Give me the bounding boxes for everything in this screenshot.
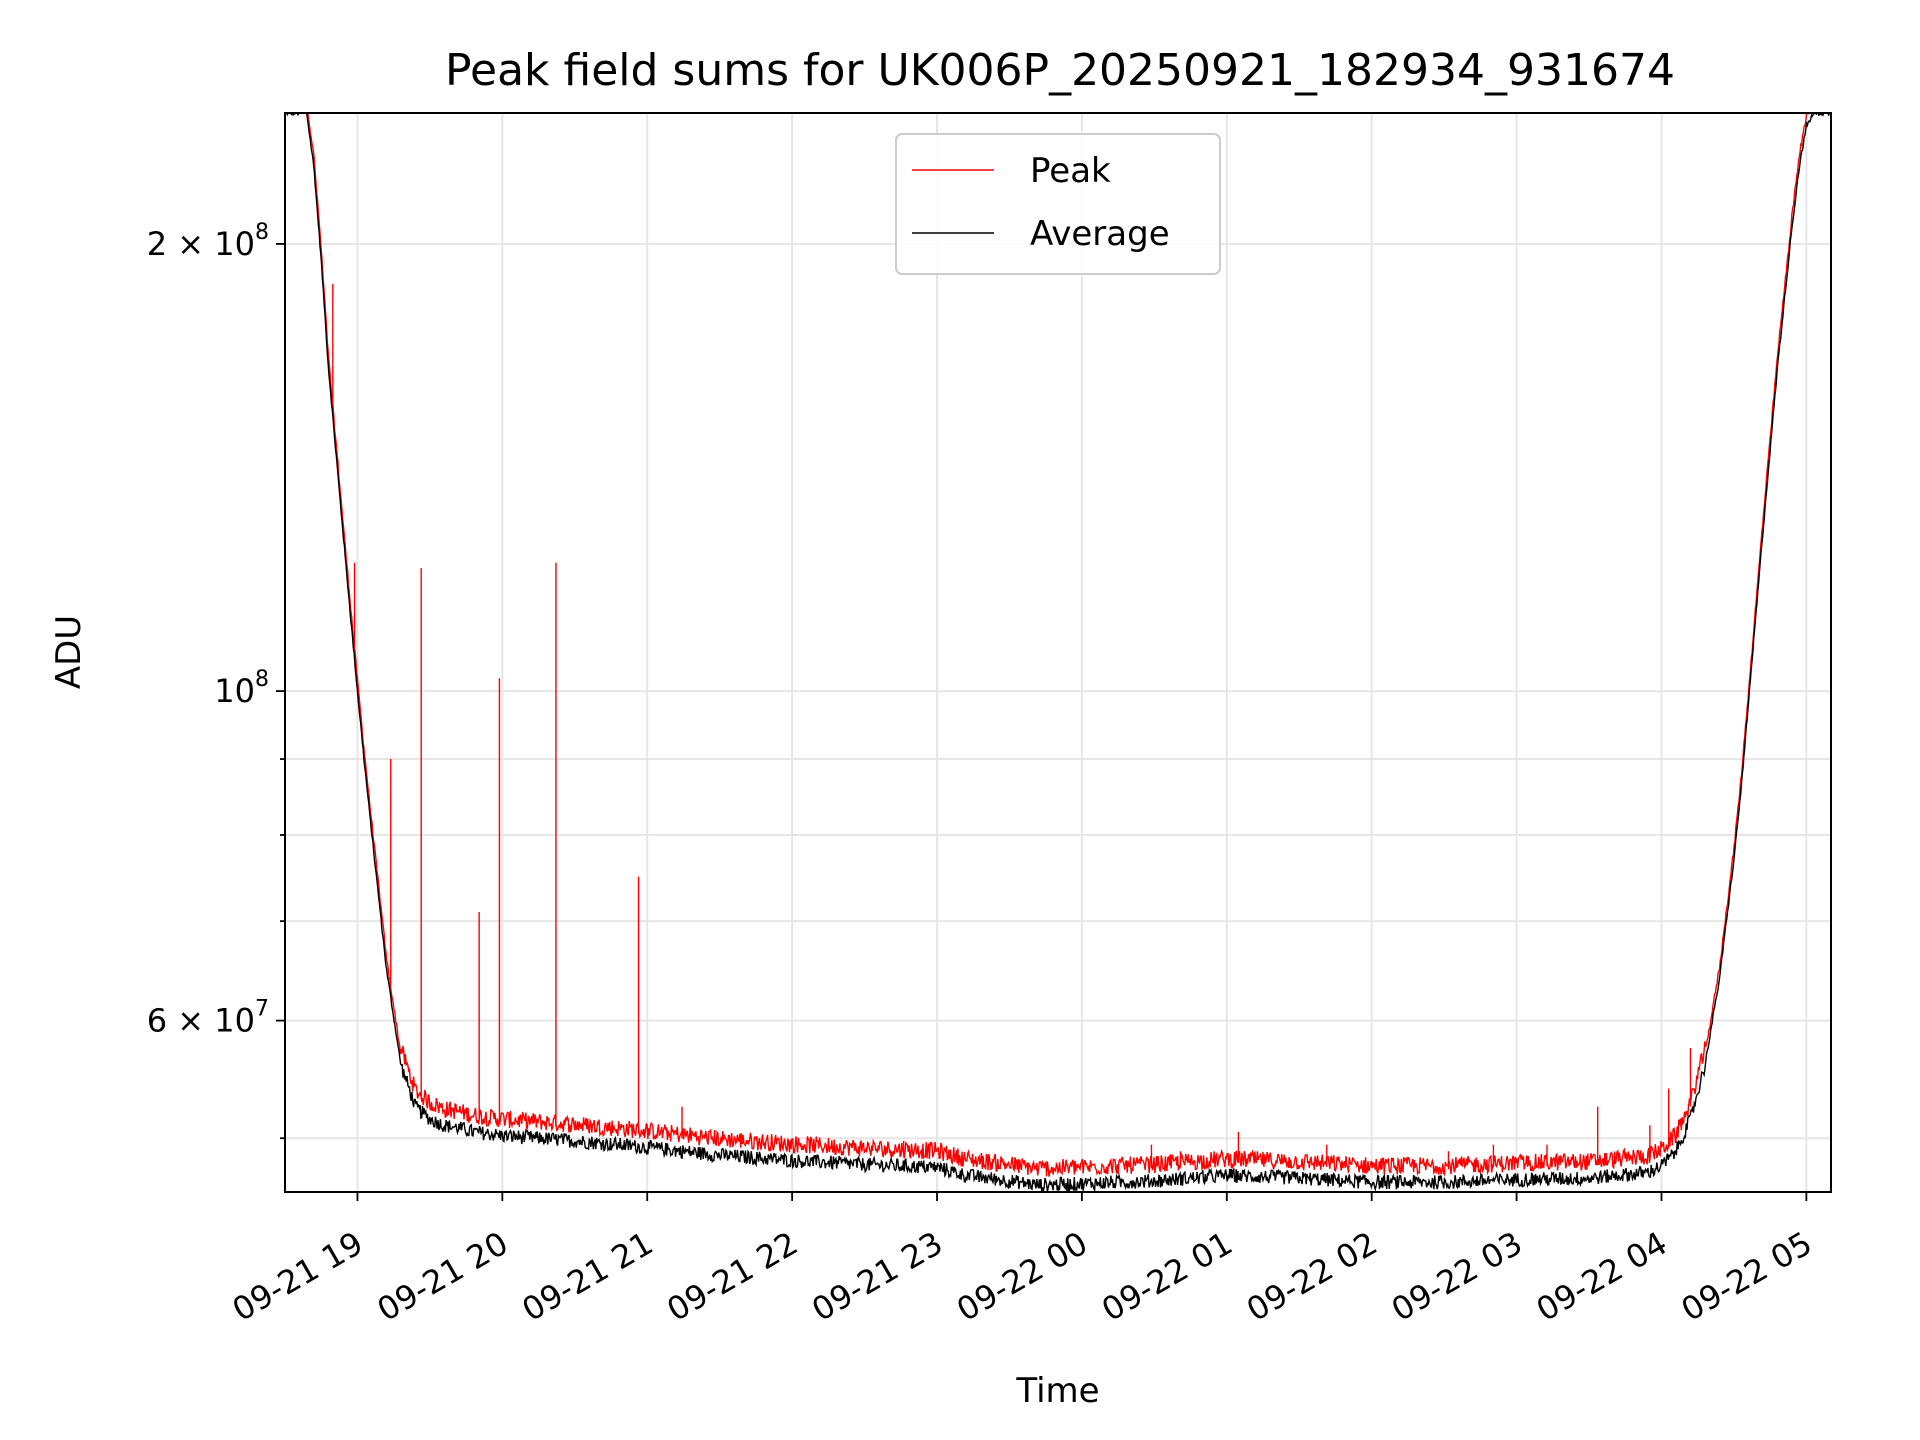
y-tick-label-base: 2 × 10 — [147, 225, 255, 263]
y-tick-label-base: 6 × 10 — [147, 1002, 255, 1040]
x-tick-label: 09-21 19 — [226, 1224, 370, 1329]
y-tick-label-exponent: 7 — [255, 997, 269, 1022]
x-tick-label: 09-22 03 — [1385, 1224, 1529, 1329]
x-tick-label: 09-22 02 — [1240, 1224, 1384, 1329]
series-line-peak — [285, 113, 1831, 1177]
y-axis-label: ADU — [49, 615, 89, 689]
x-tick-label: 09-21 23 — [805, 1224, 949, 1329]
y-tick-label: 108 — [214, 667, 269, 710]
x-tick-label: 09-22 01 — [1095, 1224, 1239, 1329]
series-layer — [285, 113, 1831, 1192]
x-tick-label: 09-22 00 — [950, 1224, 1094, 1329]
series-line-average — [285, 113, 1831, 1192]
x-tick-label: 09-21 22 — [661, 1224, 805, 1329]
y-tick-label-exponent: 8 — [255, 667, 269, 692]
legend-frame — [895, 133, 1221, 275]
y-tick-label: 6 × 107 — [147, 997, 269, 1040]
x-axis-label: Time — [1015, 1371, 1099, 1411]
x-tick-label: 09-21 21 — [516, 1224, 660, 1329]
legend: Peak Average — [895, 133, 1221, 275]
x-axis: 09-21 19 09-21 20 09-21 21 09-21 22 09-21 23… — [226, 1192, 1819, 1329]
y-tick-label-exponent: 8 — [255, 220, 269, 245]
legend-label-average: Average — [1030, 214, 1170, 254]
y-tick-label-base: 10 — [214, 672, 255, 710]
plot-frame — [284, 112, 1832, 1193]
y-tick-label: 2 × 108 — [147, 220, 269, 263]
chart-title: Peak field sums for UK006P_20250921_1829… — [445, 45, 1675, 96]
x-tick-label: 09-22 05 — [1675, 1224, 1819, 1329]
x-tick-label: 09-21 20 — [371, 1224, 515, 1329]
legend-label-peak: Peak — [1030, 151, 1111, 191]
x-tick-label: 09-22 04 — [1530, 1224, 1674, 1329]
